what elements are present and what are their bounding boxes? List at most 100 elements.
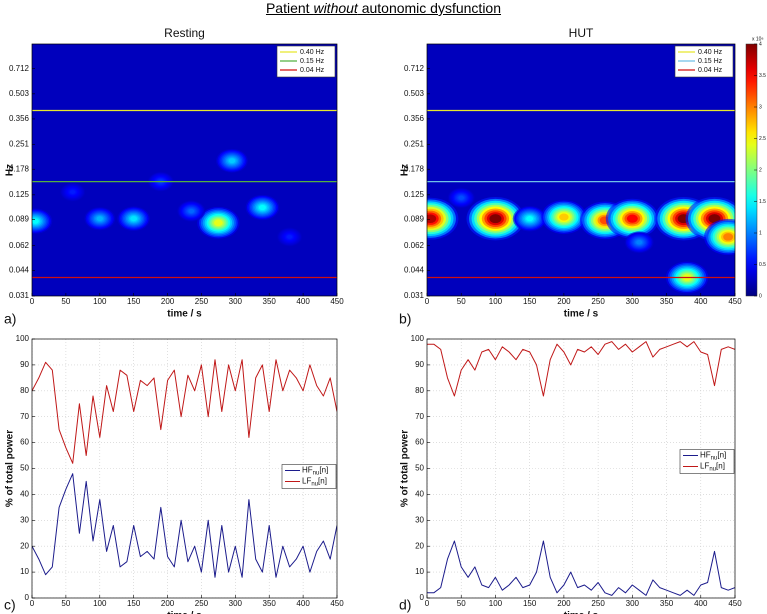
x-tick-label: 0 <box>30 297 35 306</box>
y-tick-label: 0.031 <box>9 291 30 300</box>
x-tick-label: 200 <box>557 297 571 306</box>
x-tick-label: 0 <box>425 297 430 306</box>
y-tick-label: 40 <box>20 490 29 499</box>
x-tick-label: 400 <box>694 599 708 608</box>
x-tick-label: 400 <box>694 297 708 306</box>
legend-box <box>679 449 735 474</box>
x-tick-label: 400 <box>296 599 310 608</box>
y-tick-label: 20 <box>415 541 424 550</box>
axes-frame <box>31 43 338 297</box>
x-tick-label: 0 <box>425 599 430 608</box>
x-tick-label: 100 <box>489 599 503 608</box>
title-part: autonomic dysfunction <box>357 0 502 16</box>
y-tick-label: 30 <box>415 515 424 524</box>
x-tick-label: 300 <box>626 297 640 306</box>
x-tick-label: 300 <box>626 599 640 608</box>
power-peak <box>541 200 587 235</box>
power-peak <box>60 182 86 202</box>
power-peak <box>117 206 151 231</box>
x-tick-label: 400 <box>296 297 310 306</box>
panel-title: HUT <box>569 26 594 40</box>
y-tick-label: 10 <box>20 567 29 576</box>
contour <box>130 216 138 222</box>
legend-suffix: [n] <box>717 451 726 460</box>
x-tick-label: 450 <box>728 599 742 608</box>
colorbar-tick-label: 0 <box>759 293 762 299</box>
y-tick-label: 0.044 <box>9 266 30 275</box>
power-peak <box>277 227 303 247</box>
legend-label: 0.04 Hz <box>698 67 723 74</box>
series-line <box>32 359 337 464</box>
colorbar-label: x 10⁶ <box>752 36 764 42</box>
y-axis-label: Hz <box>5 164 16 176</box>
title-part: Patient <box>265 0 314 16</box>
x-tick-label: 150 <box>523 599 537 608</box>
legend-name: LF <box>700 462 709 471</box>
power-peak <box>624 231 654 254</box>
x-tick-label: 450 <box>728 297 742 306</box>
axes-frame <box>426 43 736 297</box>
y-tick-label: 0.178 <box>9 164 30 173</box>
power-peak <box>197 206 240 239</box>
x-tick-label: 150 <box>523 297 537 306</box>
heatmap-background <box>32 44 337 296</box>
x-tick-label: 50 <box>61 599 70 608</box>
power-peak <box>177 200 206 222</box>
x-tick-label: 150 <box>127 599 141 608</box>
contour <box>258 204 266 211</box>
panel-label: d) <box>399 597 411 613</box>
legend-label: 0.40 Hz <box>698 49 723 56</box>
colorbar-tick-label: 1 <box>759 230 762 236</box>
legend-label: LFnu[n] <box>302 477 327 487</box>
x-tick-label: 100 <box>93 297 107 306</box>
x-tick-label: 50 <box>457 297 466 306</box>
legend-suffix: [n] <box>716 462 725 471</box>
legend-label: 0.04 Hz <box>300 67 325 74</box>
x-tick-label: 250 <box>591 297 605 306</box>
x-tick-label: 200 <box>161 297 175 306</box>
contour <box>32 218 39 224</box>
y-tick-label: 0.178 <box>404 164 425 173</box>
series-line <box>427 540 735 596</box>
x-tick-label: 200 <box>557 599 571 608</box>
legend-name: LF <box>302 477 311 486</box>
y-tick-label: 0.356 <box>9 114 30 123</box>
y-tick-label: 70 <box>20 412 29 421</box>
contour <box>526 216 534 222</box>
contour <box>213 219 223 227</box>
panel-label: c) <box>4 597 16 613</box>
x-tick-label: 450 <box>330 297 344 306</box>
series-line <box>427 341 735 397</box>
y-tick-label: 70 <box>415 412 424 421</box>
contour <box>188 208 195 214</box>
y-tick-label: 0.712 <box>404 64 425 73</box>
contour <box>286 234 293 239</box>
legend-subscript: nu <box>311 481 318 487</box>
x-tick-label: 350 <box>263 599 277 608</box>
y-tick-label: 50 <box>415 464 424 473</box>
x-tick-label: 350 <box>263 297 277 306</box>
y-tick-label: 0.125 <box>404 190 425 199</box>
power-peak <box>245 194 280 221</box>
y-tick-label: 0.503 <box>9 89 30 98</box>
power-peak <box>216 148 248 173</box>
y-tick-label: 80 <box>415 386 424 395</box>
legend-label: 0.40 Hz <box>300 49 325 56</box>
colorbar-tick-label: 3 <box>759 104 762 110</box>
x-axis-label: time / s <box>167 309 202 320</box>
colorbar-tick-label: 0.5 <box>759 262 766 268</box>
legend-suffix: [n] <box>319 466 328 475</box>
plot-area <box>427 44 735 296</box>
x-tick-label: 450 <box>330 599 344 608</box>
legend-label: 0.15 Hz <box>300 58 325 65</box>
legend-subscript: nu <box>711 455 718 461</box>
colorbar-tick-label: 4 <box>759 41 762 47</box>
y-tick-label: 90 <box>415 360 424 369</box>
contour <box>489 214 502 224</box>
y-tick-label: 0.089 <box>404 215 425 224</box>
x-tick-label: 50 <box>457 599 466 608</box>
y-axis-label: % of total power <box>400 430 411 507</box>
x-tick-label: 300 <box>229 599 243 608</box>
